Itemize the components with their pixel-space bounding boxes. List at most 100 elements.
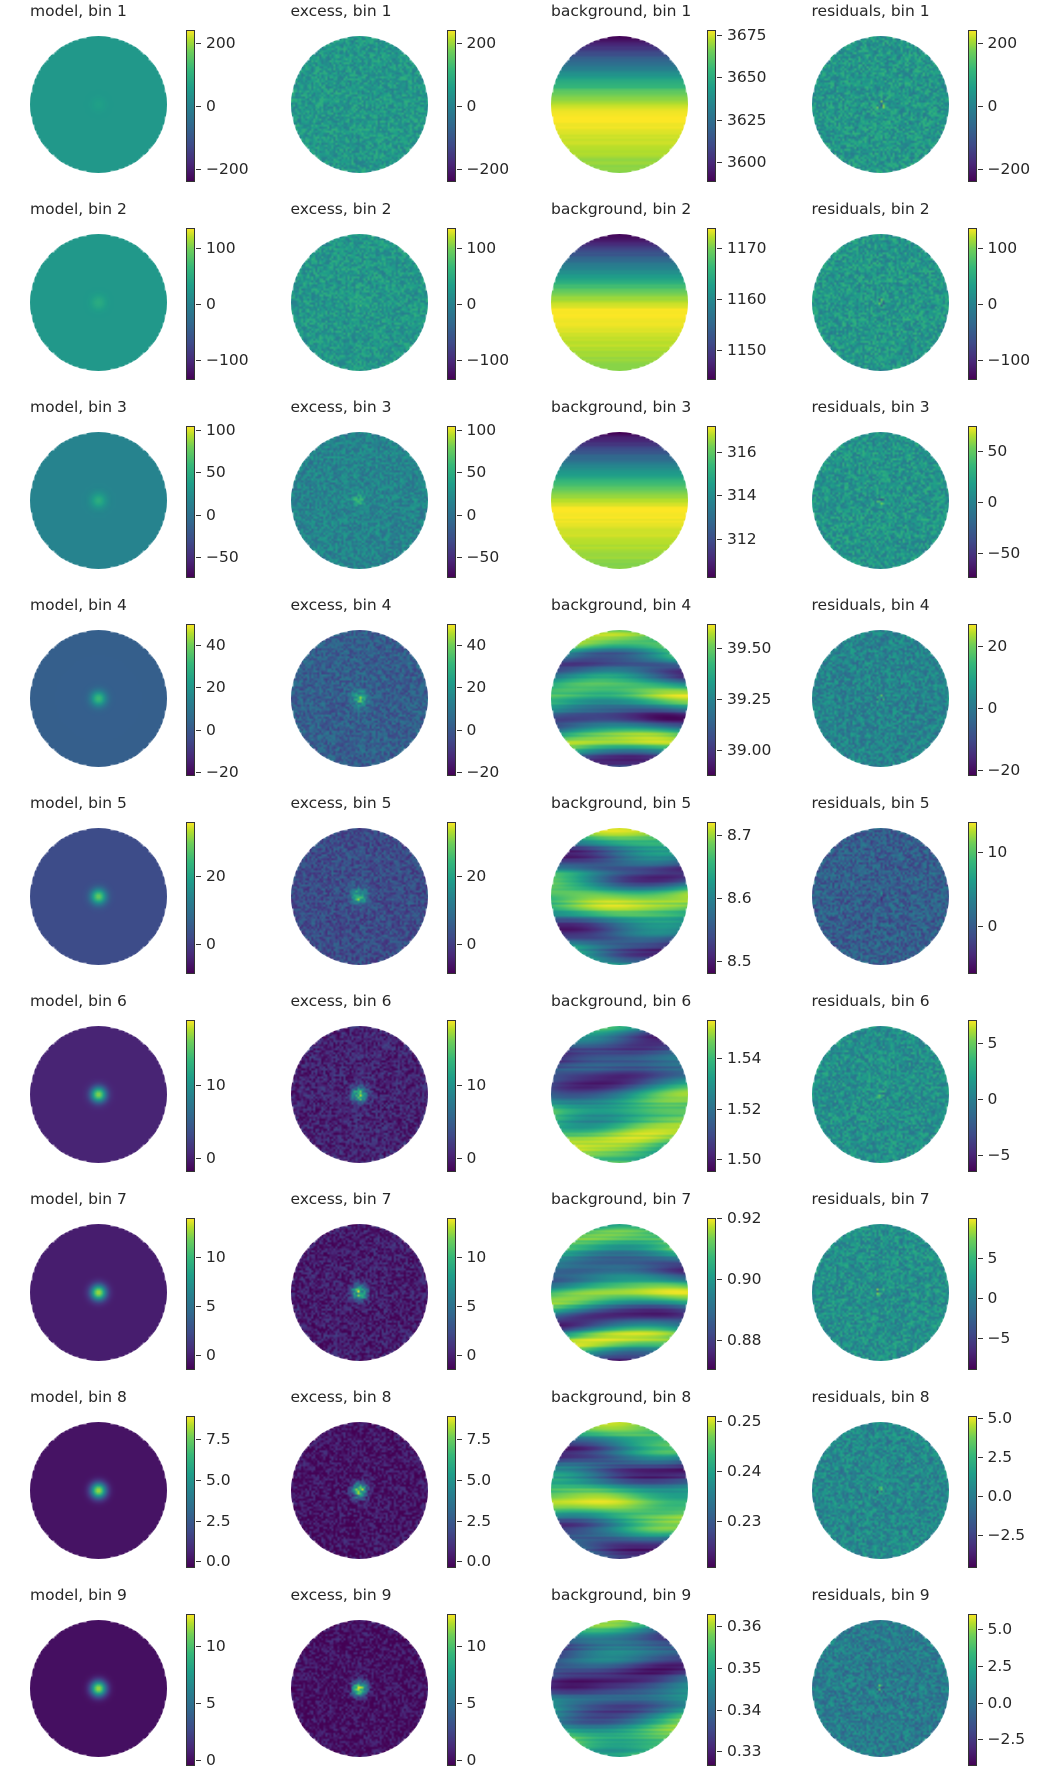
heatmap-disk	[811, 828, 949, 965]
colorbar-tick-label: 3600	[727, 152, 767, 171]
colorbar-tick-label: 0.34	[727, 1700, 762, 1719]
heatmap-panel: excess, bin 1 200 0 −200	[275, 0, 535, 198]
colorbar-tick-label: 100	[466, 421, 497, 440]
colorbar-tick	[456, 1703, 462, 1705]
colorbar	[186, 30, 195, 182]
colorbar-tick-label: 0	[466, 505, 477, 524]
colorbar-tick-label: 100	[206, 421, 236, 440]
colorbar-tick	[196, 1561, 201, 1563]
panel-title: residuals, bin 7	[811, 1190, 930, 1208]
heatmap-image	[811, 630, 949, 767]
heatmap-image	[290, 1422, 428, 1559]
colorbar-tick-label: 40	[206, 636, 226, 655]
heatmap-disk	[811, 432, 949, 569]
colorbar-tick-label: −50	[987, 543, 1021, 562]
colorbar	[967, 1020, 977, 1172]
colorbar-tick	[456, 247, 462, 249]
colorbar-tick-label: 5	[206, 1694, 216, 1713]
heatmap-disk	[290, 36, 428, 173]
colorbar-tick	[196, 360, 201, 362]
heatmap-image	[290, 1026, 428, 1163]
heatmap-image	[30, 36, 167, 173]
colorbar	[707, 426, 716, 578]
heatmap-panel: residuals, bin 2 100 0 −100	[796, 198, 1043, 396]
colorbar-tick-label: 0.88	[727, 1330, 762, 1349]
colorbar-tick-label: 50	[466, 463, 487, 482]
colorbar-tick-label: 0.25	[727, 1411, 762, 1430]
heatmap-panel: excess, bin 3 100 50 0 −50	[275, 396, 535, 594]
colorbar-tick-label: 0.90	[727, 1269, 762, 1288]
panel-title: background, bin 8	[551, 1388, 692, 1406]
colorbar-tick-label: 0.36	[727, 1617, 762, 1636]
colorbar	[967, 1614, 977, 1766]
colorbar-tick-label: 10	[466, 1076, 487, 1095]
colorbar-tick	[977, 1535, 983, 1537]
heatmap-disk	[290, 1422, 428, 1559]
colorbar-tick	[456, 876, 462, 878]
heatmap-panel: residuals, bin 8 5.0 2.5 0.0 −2.5	[796, 1386, 1043, 1584]
colorbar	[446, 624, 456, 776]
colorbar	[186, 1218, 195, 1370]
colorbar	[446, 1020, 456, 1172]
heatmap-image	[290, 432, 428, 569]
colorbar	[446, 1614, 456, 1766]
heatmap-image	[811, 36, 949, 173]
colorbar-tick	[717, 1520, 722, 1522]
colorbar-tick	[977, 1702, 983, 1704]
colorbar-tick	[977, 1456, 983, 1458]
colorbar-tick-label: 39.00	[727, 740, 772, 759]
colorbar-tick	[717, 1668, 722, 1670]
heatmap-image	[811, 1224, 949, 1361]
panel-title: excess, bin 9	[290, 1586, 392, 1604]
heatmap-image	[811, 234, 949, 371]
panel-title: background, bin 6	[551, 992, 692, 1010]
colorbar-tick	[717, 1470, 722, 1472]
colorbar-tick	[196, 876, 201, 878]
colorbar	[707, 1218, 716, 1370]
colorbar-tick-label: 100	[987, 238, 1018, 257]
heatmap-disk	[30, 36, 167, 173]
heatmap-panel: background, bin 3 316 314 312	[535, 396, 795, 594]
colorbar-tick-label: −100	[466, 351, 510, 370]
panel-title: excess, bin 7	[290, 1190, 392, 1208]
heatmap-panel: model, bin 7 10 5 0	[14, 1188, 274, 1386]
heatmap-panel: model, bin 1 200 0 −200	[14, 0, 274, 198]
heatmap-panel: model, bin 6 10 0	[14, 990, 274, 1188]
colorbar	[186, 1020, 195, 1172]
heatmap-disk	[30, 828, 167, 965]
colorbar-tick-label: 39.25	[727, 689, 772, 708]
colorbar-tick	[717, 1626, 722, 1628]
colorbar-tick	[717, 1420, 722, 1422]
colorbar-tick-label: 1.52	[727, 1099, 762, 1118]
colorbar-tick	[977, 451, 983, 453]
heatmap-panel: excess, bin 5 20 0	[275, 792, 535, 990]
colorbar	[967, 822, 977, 974]
heatmap-disk	[551, 234, 688, 371]
heatmap-disk	[30, 432, 167, 569]
colorbar-tick-label: 1.54	[727, 1049, 762, 1067]
panel-title: residuals, bin 4	[811, 596, 930, 614]
panel-title: background, bin 3	[551, 398, 692, 416]
colorbar-tick-label: 20	[206, 678, 226, 697]
colorbar-tick-label: 2.5	[987, 1656, 1013, 1675]
colorbar-tick	[977, 360, 983, 362]
colorbar-tick-label: 5.0	[987, 1408, 1013, 1427]
colorbar-tick-label: 10	[466, 1248, 487, 1267]
heatmap-disk	[290, 432, 428, 569]
colorbar-tick-label: 10	[466, 1637, 487, 1655]
colorbar	[707, 1614, 716, 1766]
colorbar	[186, 228, 195, 380]
colorbar-tick	[977, 925, 983, 927]
colorbar-tick-label: 40	[466, 636, 487, 655]
colorbar-tick	[456, 1355, 462, 1357]
colorbar-tick	[717, 834, 722, 836]
colorbar-tick-label: 10	[206, 1248, 226, 1267]
panel-title: model, bin 1	[30, 2, 127, 20]
colorbar-tick-label: 20	[466, 678, 487, 697]
colorbar-tick-label: 0	[987, 1289, 998, 1307]
colorbar-tick-label: 8.6	[727, 889, 752, 907]
panel-title: model, bin 9	[30, 1586, 127, 1604]
colorbar	[707, 30, 716, 182]
colorbar-tick	[456, 106, 462, 107]
